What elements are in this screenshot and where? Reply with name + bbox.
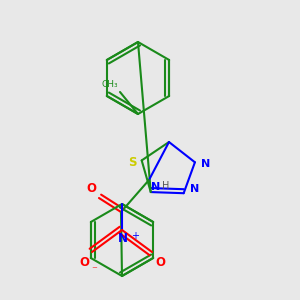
- Text: N: N: [201, 159, 210, 169]
- Text: N: N: [118, 232, 128, 245]
- Text: CH₃: CH₃: [101, 80, 118, 89]
- Text: N: N: [190, 184, 199, 194]
- Text: N: N: [151, 182, 160, 192]
- Text: S: S: [128, 156, 137, 169]
- Text: ⁻: ⁻: [91, 265, 97, 275]
- Text: H: H: [162, 181, 169, 191]
- Text: O: O: [79, 256, 89, 269]
- Text: O: O: [155, 256, 165, 269]
- Text: O: O: [86, 182, 96, 195]
- Text: +: +: [131, 231, 139, 241]
